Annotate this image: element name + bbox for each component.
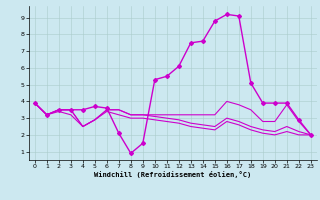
- X-axis label: Windchill (Refroidissement éolien,°C): Windchill (Refroidissement éolien,°C): [94, 171, 252, 178]
